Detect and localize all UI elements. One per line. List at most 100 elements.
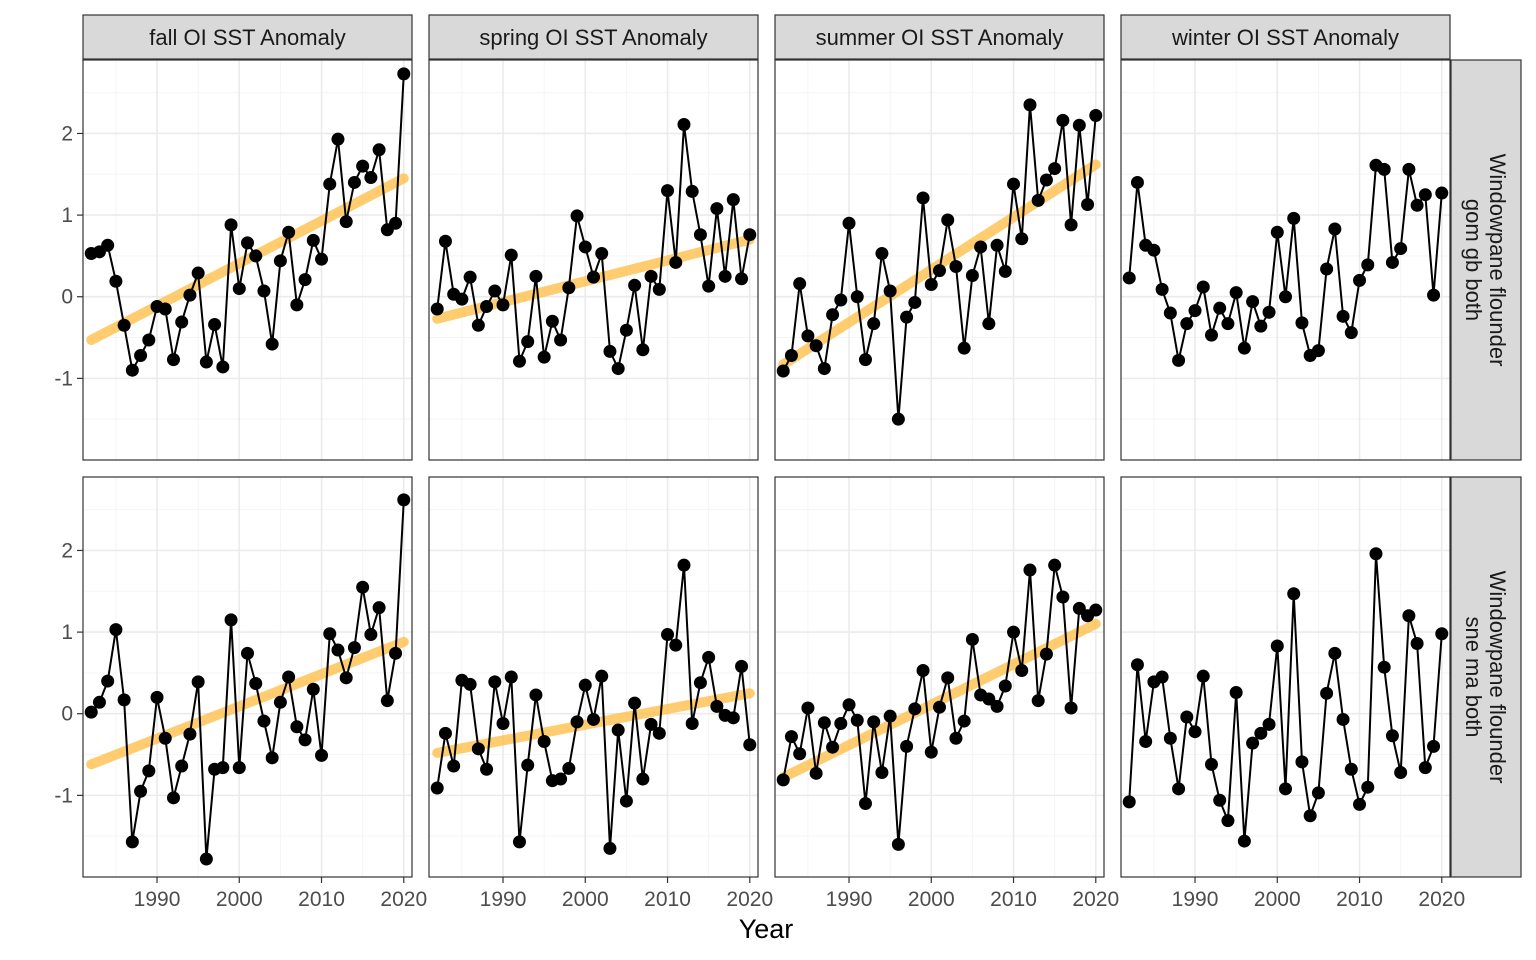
data-point — [290, 298, 304, 312]
data-point — [232, 282, 246, 296]
data-point — [982, 317, 996, 331]
data-point — [339, 671, 353, 685]
data-point — [224, 218, 238, 232]
data-point — [817, 362, 831, 376]
data-point — [743, 738, 757, 752]
data-point — [249, 249, 263, 263]
data-point — [249, 677, 263, 691]
data-point — [710, 699, 724, 713]
data-point — [158, 731, 172, 745]
data-point — [1246, 736, 1260, 750]
data-point — [1196, 669, 1210, 683]
data-point — [216, 761, 230, 775]
data-point — [397, 67, 411, 81]
y-tick-label: -1 — [54, 367, 73, 390]
row-strip — [1450, 59, 1522, 461]
data-point — [315, 252, 329, 266]
data-point — [1279, 782, 1292, 796]
data-point — [1435, 627, 1449, 641]
data-point — [603, 841, 617, 855]
data-point — [1180, 317, 1194, 331]
data-point — [1039, 173, 1053, 187]
data-point — [298, 733, 312, 747]
data-point — [545, 314, 559, 328]
data-point — [101, 674, 115, 688]
data-point — [158, 302, 172, 316]
x-tick-label: 1990 — [1172, 888, 1219, 911]
data-point — [842, 698, 856, 712]
data-point — [150, 690, 164, 704]
data-point — [735, 659, 749, 673]
row-strip-label: Windowpane floundergom gb both — [1461, 154, 1510, 367]
data-point — [109, 623, 123, 637]
data-point — [776, 364, 790, 378]
data-point — [1056, 590, 1070, 604]
data-point — [784, 349, 798, 363]
data-point — [1031, 193, 1045, 207]
data-point — [1188, 725, 1202, 739]
data-point — [372, 601, 386, 615]
data-point — [1361, 780, 1375, 794]
column-strip-label: fall OI SST Anomaly — [149, 25, 345, 50]
data-point — [134, 784, 148, 798]
data-point — [1048, 558, 1062, 572]
data-point — [652, 726, 666, 740]
x-tick-label: 1990 — [134, 888, 181, 911]
data-point — [183, 727, 197, 741]
data-point — [900, 310, 914, 324]
data-point — [1320, 686, 1334, 700]
data-point — [1007, 177, 1021, 191]
data-point — [1130, 175, 1144, 189]
data-point — [1270, 639, 1284, 653]
data-point — [438, 234, 452, 248]
data-point — [1385, 255, 1399, 269]
data-point — [834, 293, 848, 307]
data-point — [199, 852, 213, 866]
data-point — [331, 132, 345, 146]
data-point — [101, 238, 115, 252]
data-point — [965, 632, 979, 646]
data-point — [1015, 663, 1029, 677]
data-point — [471, 318, 485, 332]
data-point — [232, 761, 246, 775]
data-point — [504, 248, 518, 262]
data-point — [142, 764, 156, 778]
data-point — [1221, 317, 1235, 331]
data-point — [554, 772, 568, 786]
x-tick-label: 2020 — [1418, 888, 1465, 911]
data-point — [356, 580, 370, 594]
data-point — [1155, 670, 1169, 684]
data-point — [1287, 211, 1301, 225]
strips-layer: fall OI SST Anomaly spring OI SST Anomaly… — [82, 14, 1522, 878]
data-point — [109, 274, 123, 288]
data-point — [1377, 660, 1391, 674]
data-point — [331, 643, 345, 657]
data-point — [1336, 712, 1350, 726]
data-point — [1410, 637, 1424, 651]
x-tick-label: 2010 — [990, 888, 1037, 911]
column-strip — [82, 14, 413, 60]
data-point — [850, 290, 864, 304]
panel-background — [775, 477, 1104, 877]
data-point — [471, 742, 485, 756]
data-point — [587, 270, 600, 284]
data-point — [496, 298, 510, 312]
data-point — [265, 337, 279, 351]
data-point — [315, 748, 329, 762]
data-point — [578, 678, 592, 692]
data-point — [380, 694, 394, 708]
data-point — [908, 702, 922, 716]
data-point — [628, 278, 642, 292]
data-point — [1311, 786, 1325, 800]
data-point — [990, 699, 1004, 713]
data-point — [562, 281, 576, 295]
data-point — [562, 761, 576, 775]
y-tick-label: 1 — [61, 621, 73, 644]
data-point — [784, 730, 798, 744]
data-point — [191, 675, 205, 689]
panel-border — [774, 476, 1105, 878]
trend-line — [86, 636, 409, 770]
x-tick-label: 2000 — [562, 888, 609, 911]
data-point — [974, 240, 988, 254]
